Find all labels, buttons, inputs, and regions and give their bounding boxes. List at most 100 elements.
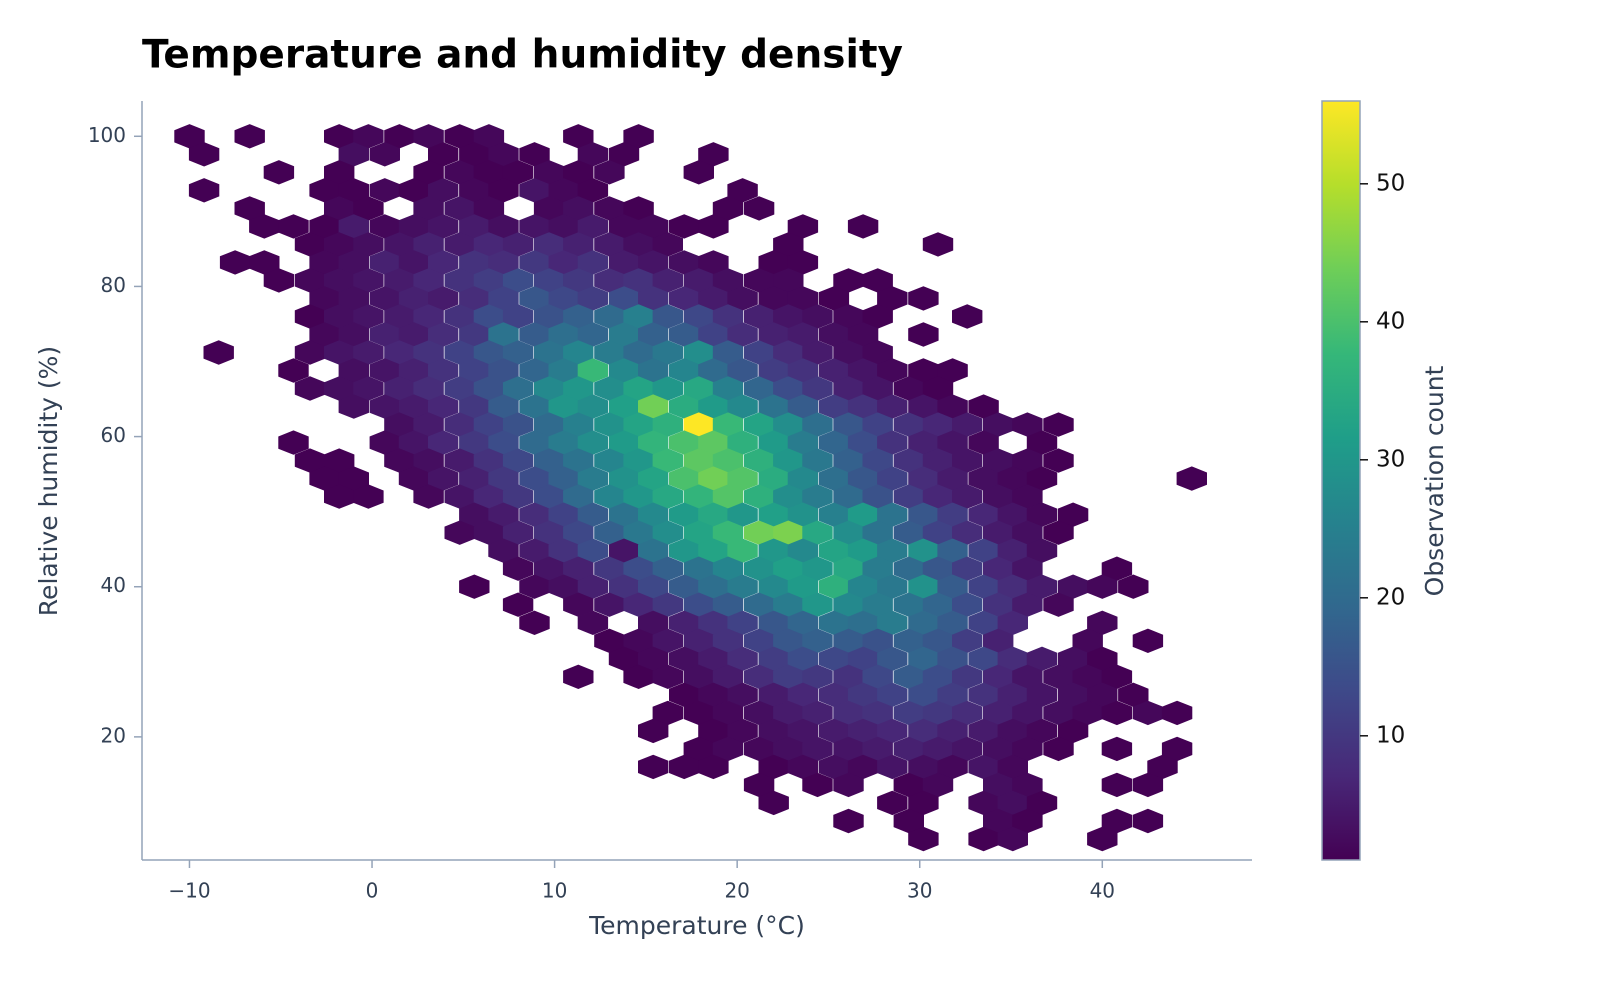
hex-bin bbox=[338, 286, 369, 311]
hex-bin bbox=[802, 592, 833, 617]
hex-bin bbox=[669, 502, 700, 527]
hex-bin bbox=[338, 142, 369, 167]
hex-bin bbox=[428, 142, 459, 167]
hex-bin bbox=[278, 430, 309, 455]
hex-bin bbox=[727, 538, 758, 563]
hex-bin bbox=[862, 268, 893, 293]
hex-bin bbox=[563, 268, 594, 293]
hex-bin bbox=[353, 232, 384, 257]
hex-bin bbox=[698, 142, 729, 167]
hex-bin bbox=[577, 214, 609, 239]
hex-bin bbox=[893, 556, 924, 581]
hex-bin bbox=[413, 160, 444, 185]
hex-bin bbox=[818, 754, 850, 780]
hex-bin bbox=[563, 556, 594, 581]
hex-bin bbox=[698, 286, 729, 311]
hex-bin bbox=[773, 340, 804, 365]
hex-bin bbox=[877, 430, 908, 455]
hex-bin bbox=[608, 430, 640, 455]
hex-bin bbox=[847, 646, 879, 671]
hex-bin bbox=[802, 304, 833, 329]
hex-bin bbox=[459, 142, 490, 167]
hex-bin bbox=[862, 664, 893, 689]
hex-bin bbox=[577, 610, 609, 635]
hex-bin bbox=[922, 628, 954, 653]
colorbar-tick-label: 40 bbox=[1376, 308, 1405, 334]
hex-bin bbox=[444, 412, 475, 437]
hex-bin bbox=[638, 718, 669, 744]
hex-bin bbox=[1026, 682, 1058, 707]
hex-bin bbox=[413, 484, 444, 509]
hex-bin bbox=[398, 322, 430, 347]
hex-bin bbox=[773, 448, 804, 473]
hex-bin bbox=[324, 448, 355, 473]
hex-bin bbox=[652, 628, 683, 653]
hex-bin bbox=[384, 448, 415, 473]
hex-bin bbox=[802, 772, 833, 798]
hex-bin bbox=[459, 322, 490, 347]
hex-bin bbox=[1012, 448, 1043, 473]
hex-bin bbox=[594, 448, 625, 473]
hex-bin bbox=[952, 484, 983, 509]
hex-bin bbox=[937, 538, 968, 563]
hex-bin bbox=[519, 610, 550, 635]
hex-bin bbox=[787, 610, 819, 635]
hex-bin bbox=[533, 484, 565, 509]
hex-bin bbox=[1043, 700, 1074, 726]
hex-bin bbox=[833, 376, 864, 401]
hex-bin bbox=[983, 736, 1014, 762]
hex-bin bbox=[502, 592, 534, 617]
hex-bin bbox=[787, 322, 819, 347]
hex-bin bbox=[563, 340, 594, 365]
hex-bin bbox=[968, 826, 999, 852]
hex-bin bbox=[563, 304, 594, 329]
hex-bin bbox=[922, 448, 954, 473]
hex-bin bbox=[877, 358, 908, 383]
hex-bin bbox=[743, 448, 775, 473]
hex-bin bbox=[369, 250, 400, 275]
hex-bin bbox=[219, 250, 251, 275]
hex-bin bbox=[309, 322, 340, 347]
hex-bin bbox=[608, 502, 640, 527]
hex-bin bbox=[577, 502, 609, 527]
hex-bin bbox=[833, 772, 864, 798]
hex-bin bbox=[502, 304, 534, 329]
hex-bin bbox=[519, 394, 550, 419]
hex-bin bbox=[294, 340, 326, 365]
hex-bin bbox=[997, 502, 1028, 527]
hex-bin bbox=[1012, 484, 1043, 509]
hex-bin bbox=[862, 376, 893, 401]
hex-bin bbox=[1043, 448, 1074, 473]
hex-bin bbox=[833, 736, 864, 762]
hex-bin bbox=[1026, 430, 1058, 455]
hex-bin bbox=[623, 196, 654, 221]
hex-bin bbox=[652, 592, 683, 617]
hex-bin bbox=[234, 196, 265, 221]
hex-bin bbox=[577, 358, 609, 383]
hex-bin bbox=[1026, 502, 1058, 527]
hex-bin bbox=[997, 538, 1028, 563]
hex-bin bbox=[683, 556, 714, 581]
hex-bin bbox=[743, 664, 775, 689]
hex-bin bbox=[758, 250, 789, 275]
hex-bin bbox=[638, 322, 669, 347]
hex-bin bbox=[698, 574, 729, 599]
y-tick-label: 60 bbox=[101, 423, 126, 447]
hex-bin bbox=[908, 682, 939, 707]
hex-bin bbox=[773, 664, 804, 689]
hex-bin bbox=[1012, 736, 1043, 762]
hex-bin bbox=[712, 268, 744, 293]
hex-bin bbox=[577, 538, 609, 563]
hex-bin bbox=[922, 376, 954, 401]
hex-bin bbox=[473, 448, 505, 473]
hex-bin bbox=[594, 592, 625, 617]
hex-bin bbox=[908, 286, 939, 311]
hex-bin bbox=[818, 538, 850, 563]
hex-bin bbox=[997, 826, 1028, 852]
hex-bin bbox=[893, 772, 924, 798]
hex-bin bbox=[802, 628, 833, 653]
hex-bin bbox=[563, 484, 594, 509]
hex-bin bbox=[877, 718, 908, 744]
hex-bin bbox=[787, 250, 819, 275]
hex-bin bbox=[847, 322, 879, 347]
